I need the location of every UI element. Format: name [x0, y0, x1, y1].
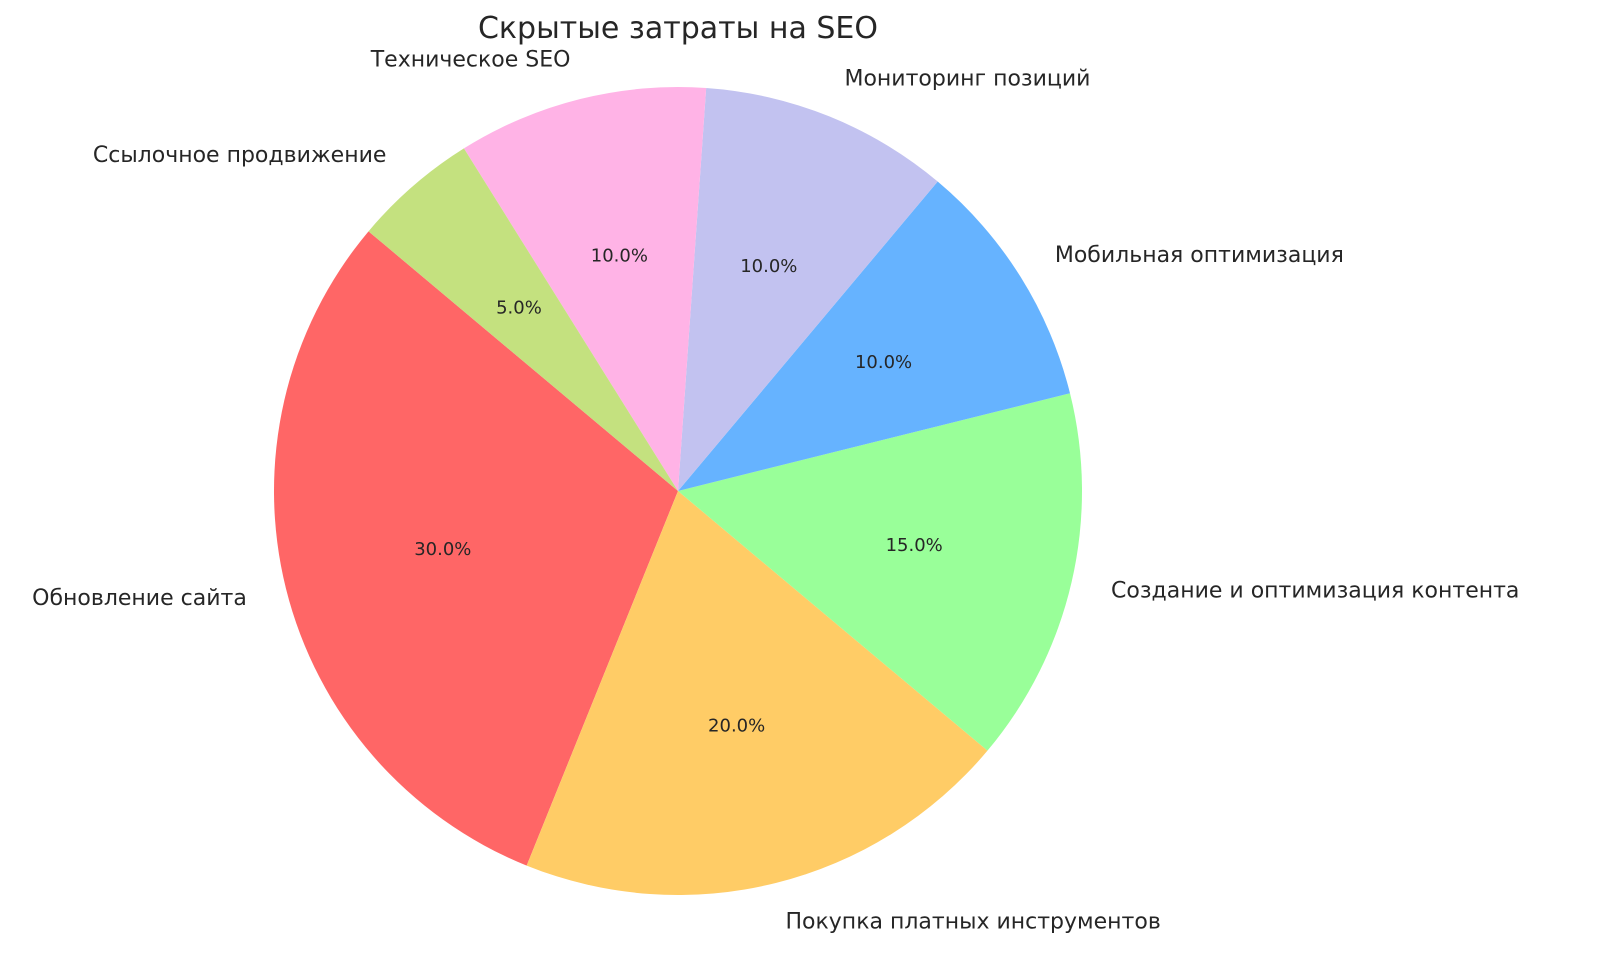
slice-label: Техническое SEO — [370, 47, 571, 72]
slice-percent-label: 20.0% — [708, 716, 765, 737]
pie-slice — [526, 491, 988, 895]
slice-label: Обновление сайта — [32, 586, 247, 611]
slice-percent-label: 10.0% — [740, 256, 797, 277]
slice-percent-label: 5.0% — [496, 298, 542, 319]
pie-slice — [678, 181, 1070, 491]
pie-slice — [463, 87, 707, 491]
pie-slice — [678, 87, 938, 491]
pie-slice — [368, 148, 678, 492]
slice-label: Мобильная оптимизация — [1055, 243, 1344, 268]
chart-title: Скрытые затраты на SEO — [478, 11, 878, 46]
pie-slice — [273, 231, 678, 866]
slice-label: Ссылочное продвижение — [93, 143, 387, 168]
slice-percent-label: 30.0% — [414, 539, 471, 560]
slice-label: Создание и оптимизация контента — [1111, 578, 1519, 603]
pie-slice — [678, 393, 1082, 751]
slice-percent-label: 10.0% — [855, 352, 912, 373]
slice-percent-label: 15.0% — [886, 535, 943, 556]
slice-percent-label: 10.0% — [591, 245, 648, 266]
slice-label: Мониторинг позиций — [844, 66, 1090, 91]
slice-label: Покупка платных инструментов — [786, 910, 1161, 935]
